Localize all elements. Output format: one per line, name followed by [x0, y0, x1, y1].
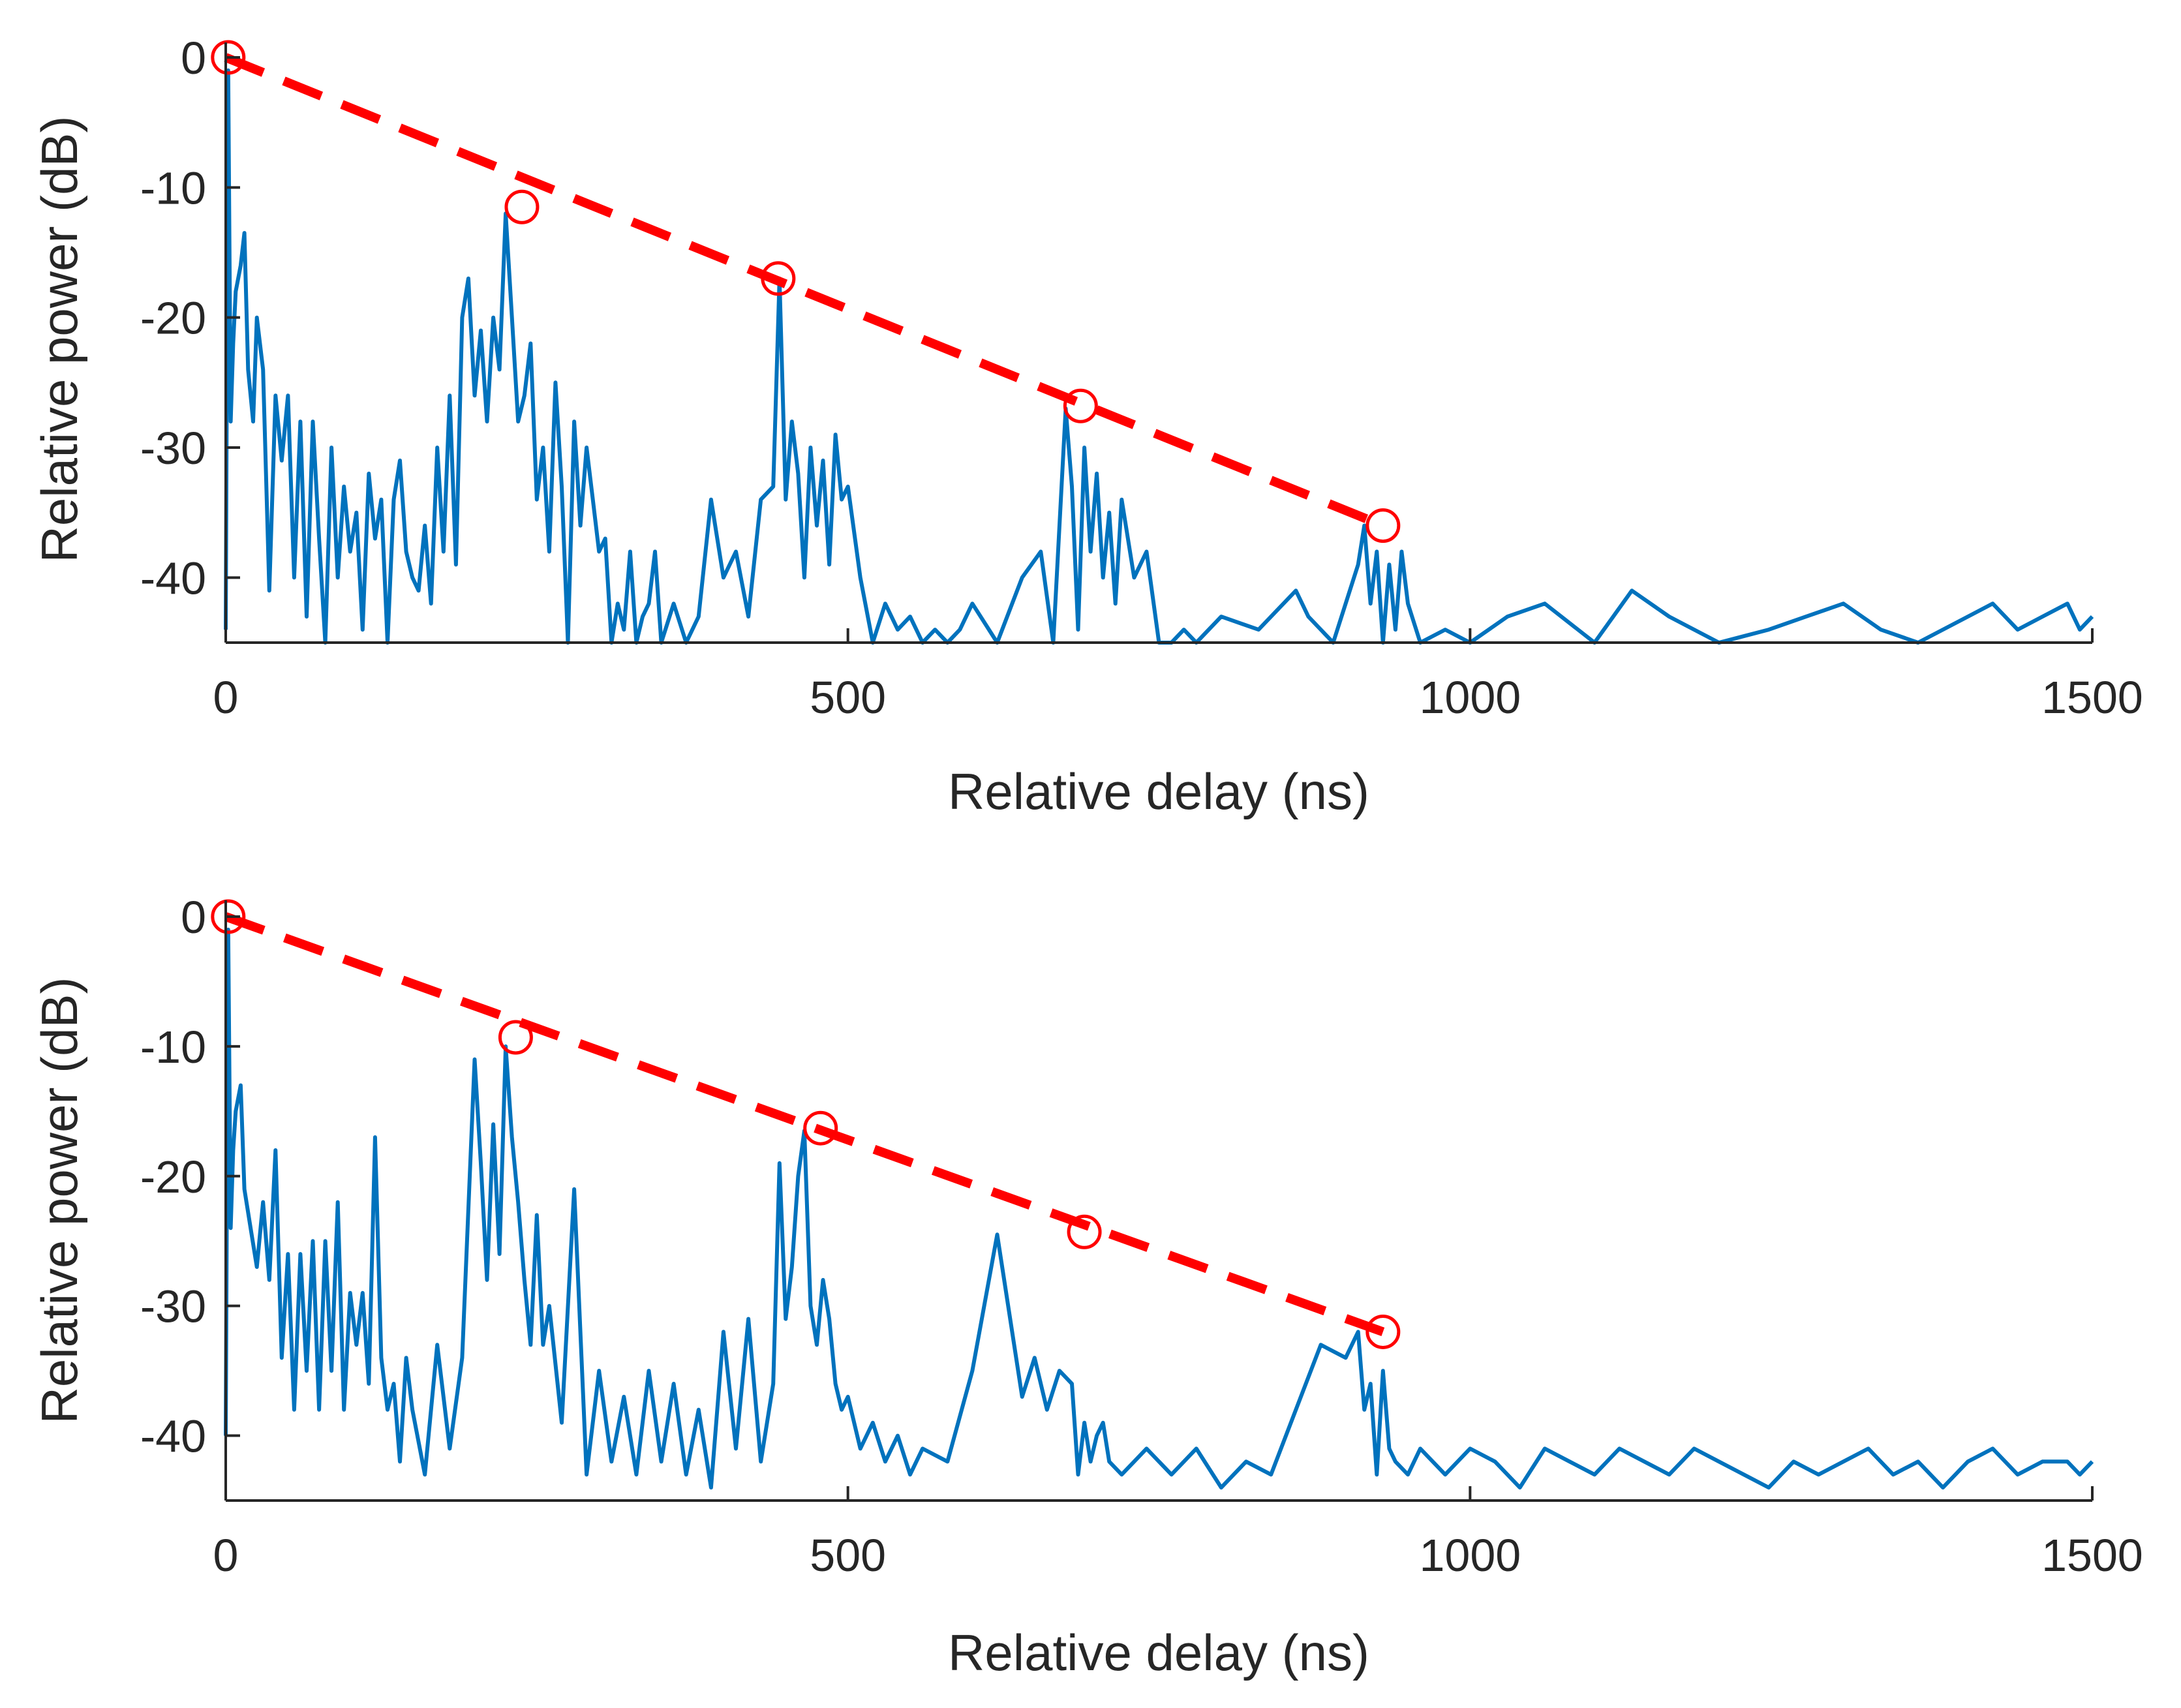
y-tick-label: -30	[140, 1281, 206, 1332]
y-tick-label: 0	[181, 892, 206, 943]
y-tick-label: -20	[140, 1151, 206, 1202]
pdp-series-line	[224, 927, 2094, 1490]
decay-fit-line	[224, 53, 1385, 530]
x-ticks: 0 500 1000 1500	[213, 1486, 2143, 1581]
x-tick-label: 0	[213, 1530, 239, 1581]
x-ticks: 0 500 1000 1500	[213, 628, 2143, 723]
peak-marker	[504, 189, 540, 224]
y-tick-label: -10	[140, 1022, 206, 1073]
y-tick-label: -40	[140, 553, 206, 603]
peak-markers	[211, 899, 1401, 1349]
x-tick-label: 500	[810, 672, 886, 723]
peak-marker	[1067, 1214, 1102, 1249]
y-axis-label: Relative power (dB)	[31, 977, 88, 1424]
x-axis-label: Relative delay (ns)	[948, 1624, 1369, 1681]
x-axis-label: Relative delay (ns)	[948, 763, 1369, 820]
decay-fit-line	[224, 912, 1385, 1337]
y-tick-label: -30	[140, 423, 206, 474]
x-tick-label: 500	[810, 1530, 886, 1581]
x-tick-label: 1500	[2041, 672, 2143, 723]
peak-markers	[211, 40, 1401, 543]
y-tick-label: -20	[140, 293, 206, 344]
y-ticks: 0 -10 -20 -30 -40	[140, 33, 240, 603]
panel-bottom-plot	[211, 899, 2094, 1490]
peak-marker	[1365, 508, 1401, 543]
panel-bottom: 0 500 1000 1500 0 -10 -20 -30 -40 Relative dela…	[31, 892, 2143, 1681]
x-tick-label: 1000	[1419, 672, 1521, 723]
peak-marker	[498, 1020, 533, 1055]
panel-top: 0 500 1000 1500 0 -10 -20 -30 -40 Relative dela…	[31, 33, 2143, 820]
peak-marker	[761, 261, 796, 296]
x-tick-label: 1000	[1419, 1530, 1521, 1581]
peak-marker	[1063, 388, 1098, 423]
y-axis-label: Relative power (dB)	[31, 116, 88, 563]
y-tick-label: -10	[140, 162, 206, 213]
pdp-series-line	[224, 68, 2094, 645]
peak-marker	[803, 1110, 838, 1146]
x-tick-label: 1500	[2041, 1530, 2143, 1581]
panel-top-plot	[211, 40, 2094, 645]
y-tick-label: -40	[140, 1411, 206, 1462]
y-ticks: 0 -10 -20 -30 -40	[140, 892, 240, 1462]
x-tick-label: 0	[213, 672, 239, 723]
peak-marker	[1365, 1314, 1401, 1349]
peak-marker	[211, 899, 246, 934]
peak-marker	[211, 40, 246, 75]
y-tick-label: 0	[181, 33, 206, 84]
